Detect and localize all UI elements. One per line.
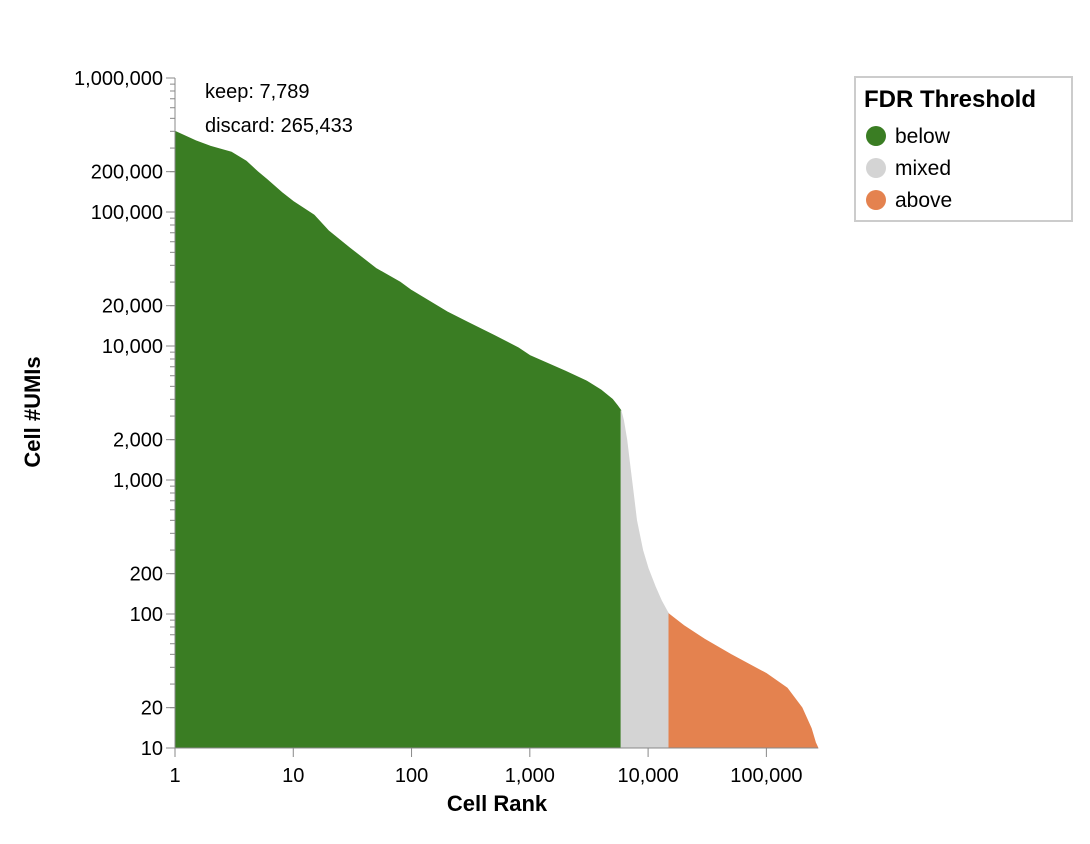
- y-tick-label: 200: [130, 564, 163, 586]
- legend: FDR Threshold below mixed above: [854, 76, 1073, 222]
- y-tick-label: 200,000: [91, 162, 163, 184]
- x-tick-label: 100: [395, 765, 428, 787]
- y-tick-label: 10: [141, 738, 163, 760]
- y-tick-label: 100: [130, 604, 163, 626]
- legend-label: below: [895, 125, 951, 148]
- keep-annotation: keep: 7,789: [205, 81, 310, 103]
- discard-annotation: discard: 265,433: [205, 115, 353, 137]
- legend-label: mixed: [895, 157, 951, 180]
- area-above: [668, 613, 819, 749]
- y-tick-label: 10,000: [102, 336, 163, 358]
- x-axis-title: Cell Rank: [447, 791, 548, 816]
- legend-item-mixed: mixed: [866, 157, 951, 180]
- y-tick-label: 100,000: [91, 202, 163, 224]
- y-tick-label: 1,000: [113, 470, 163, 492]
- x-tick-label: 10: [282, 765, 304, 787]
- legend-swatch: [866, 190, 886, 210]
- legend-item-above: above: [866, 189, 952, 212]
- x-tick-label: 10,000: [618, 765, 679, 787]
- x-tick-label: 1: [169, 765, 180, 787]
- y-axis: 1,000,000 200,000 100,000 20,000 10,000 2,000…: [74, 68, 176, 760]
- legend-item-below: below: [866, 125, 951, 148]
- legend-swatch: [866, 126, 886, 146]
- area-mixed: [620, 410, 670, 749]
- y-tick-label: 2,000: [113, 430, 163, 452]
- area-layer: [174, 130, 819, 749]
- x-tick-label: 1,000: [505, 765, 555, 787]
- legend-box: [854, 76, 1073, 222]
- legend-swatch: [866, 158, 886, 178]
- y-tick-label: 20,000: [102, 296, 163, 318]
- legend-title: FDR Threshold: [864, 86, 1036, 113]
- x-tick-label: 100,000: [730, 765, 802, 787]
- y-axis-title: Cell #UMIs: [20, 356, 45, 467]
- y-tick-label: 20: [141, 698, 163, 720]
- y-tick-label: 1,000,000: [74, 68, 163, 90]
- x-axis: 1 10 100 1,000 10,000 100,000: [169, 747, 818, 787]
- area-below: [174, 130, 622, 749]
- legend-label: above: [895, 189, 952, 212]
